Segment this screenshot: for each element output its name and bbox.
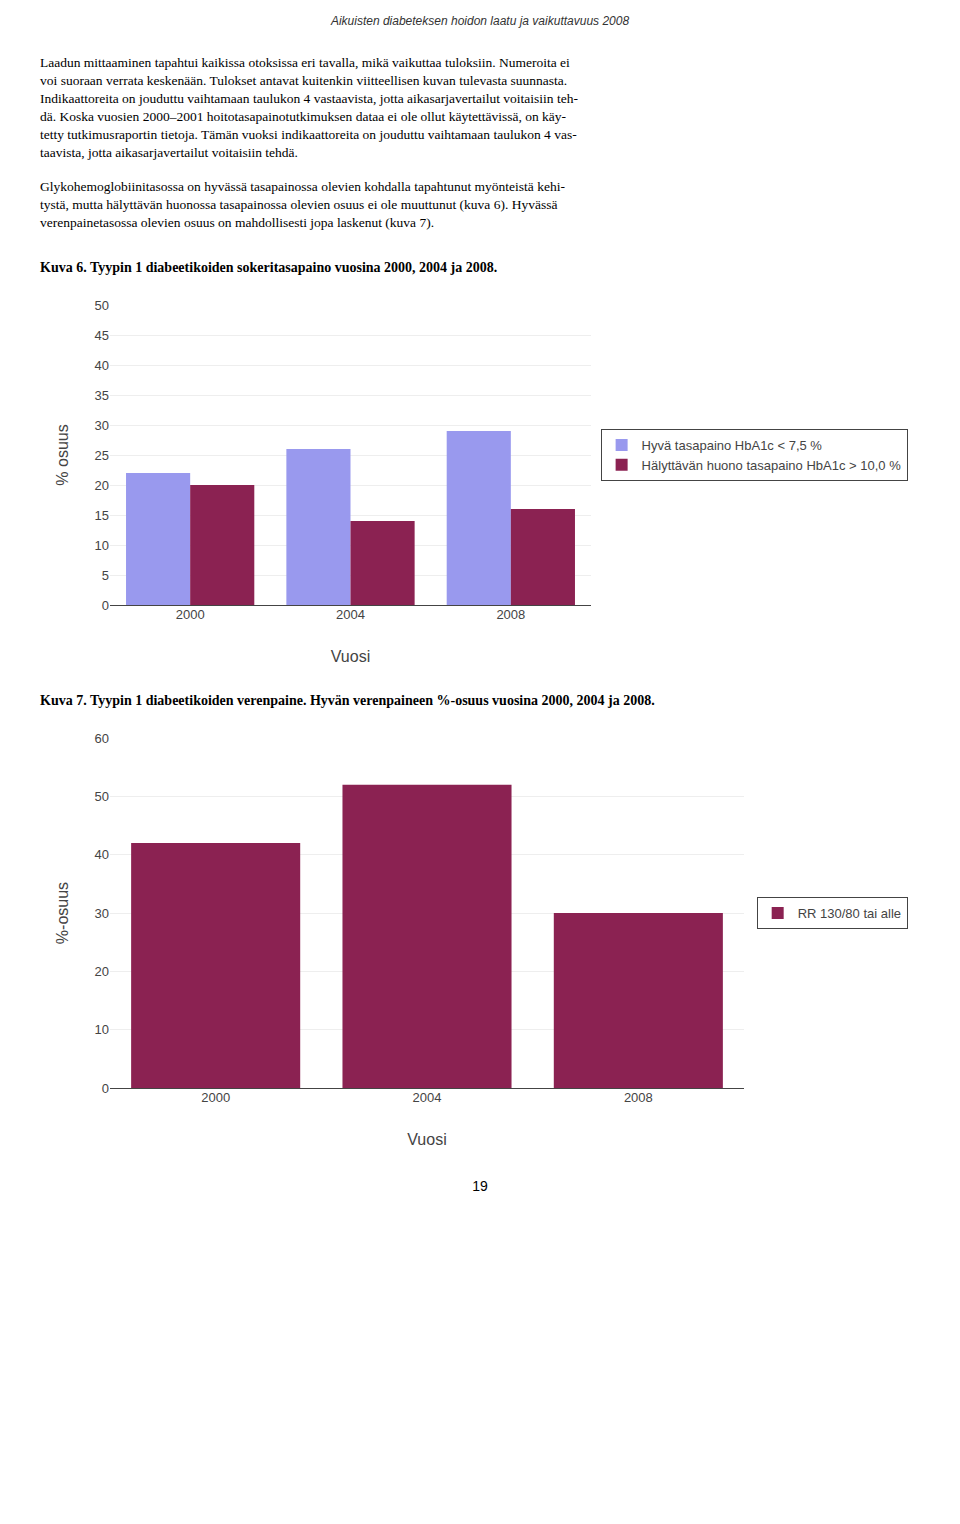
html-text:19: 19 [472, 1178, 488, 1194]
svg-text:Hyvä tasapaino HbA1c < 7,5 %: Hyvä tasapaino HbA1c < 7,5 % [642, 438, 823, 453]
html-text:verenpainetasossa olevien osuu: verenpainetasossa olevien osuus on mahdo… [40, 215, 434, 230]
svg-text:30: 30 [95, 418, 109, 433]
html-text:dä. Koska vuosien 2000–2001 ho: dä. Koska vuosien 2000–2001 hoitotasapai… [40, 109, 566, 124]
svg-text:10: 10 [95, 538, 109, 553]
svg-text:40: 40 [95, 847, 109, 862]
svg-text:50: 50 [95, 789, 109, 804]
svg-text:20: 20 [95, 964, 109, 979]
svg-text:0: 0 [102, 1081, 109, 1096]
html-text:voi suoraan verrata keskenään.: voi suoraan verrata keskenään. Tulokset … [40, 73, 568, 88]
svg-text:%-osuus: %-osuus [54, 882, 71, 944]
svg-text:30: 30 [95, 906, 109, 921]
svg-text:2008: 2008 [624, 1090, 653, 1105]
svg-text:2000: 2000 [176, 607, 205, 622]
html-text:tystä, mutta hälyttävän huonos: tystä, mutta hälyttävän huonossa tasapai… [40, 197, 558, 212]
html-text:Kuva 7. Tyypin 1 diabeetikoide: Kuva 7. Tyypin 1 diabeetikoiden verenpai… [40, 693, 655, 708]
svg-text:0: 0 [102, 598, 109, 613]
html-text:taavista, jotta aikasarjaverta: taavista, jotta aikasarjavertailut voita… [40, 145, 298, 160]
svg-text:2004: 2004 [336, 607, 365, 622]
html-text:Kuva 6. Tyypin 1 diabeetikoide: Kuva 6. Tyypin 1 diabeetikoiden sokerita… [40, 260, 498, 275]
svg-text:50: 50 [95, 298, 109, 313]
html-text:Glykohemoglobiinitasossa on hy: Glykohemoglobiinitasossa on hyvässä tasa… [40, 179, 565, 194]
svg-text:RR 130/80 tai alle: RR 130/80 tai alle [798, 906, 901, 921]
svg-text:10: 10 [95, 1022, 109, 1037]
svg-text:2000: 2000 [201, 1090, 230, 1105]
svg-text:35: 35 [95, 388, 109, 403]
svg-text:% osuus: % osuus [54, 424, 71, 485]
svg-text:25: 25 [95, 448, 109, 463]
html-text:Laadun mittaaminen tapahtui ka: Laadun mittaaminen tapahtui kaikissa oto… [40, 55, 570, 70]
svg-text:5: 5 [102, 568, 109, 583]
svg-text:15: 15 [95, 508, 109, 523]
svg-text:20: 20 [95, 478, 109, 493]
svg-text:2008: 2008 [496, 607, 525, 622]
svg-text:Vuosi: Vuosi [407, 1131, 446, 1148]
svg-text:2004: 2004 [413, 1090, 442, 1105]
html-text:Aikuisten diabeteksen hoidon l: Aikuisten diabeteksen hoidon laatu ja va… [330, 14, 630, 28]
svg-text:Hälyttävän huono tasapaino HbA: Hälyttävän huono tasapaino HbA1c > 10,0 … [642, 458, 902, 473]
svg-text:40: 40 [95, 358, 109, 373]
html-text:Indikaattoreita on jouduttu va: Indikaattoreita on jouduttu vaihtamaan t… [40, 91, 578, 106]
svg-text:60: 60 [95, 731, 109, 746]
svg-text:Vuosi: Vuosi [331, 648, 370, 665]
html-text:tetty tutkimusraportin tietoja: tetty tutkimusraportin tietoja. Tämän vu… [40, 127, 577, 142]
svg-text:45: 45 [95, 328, 109, 343]
